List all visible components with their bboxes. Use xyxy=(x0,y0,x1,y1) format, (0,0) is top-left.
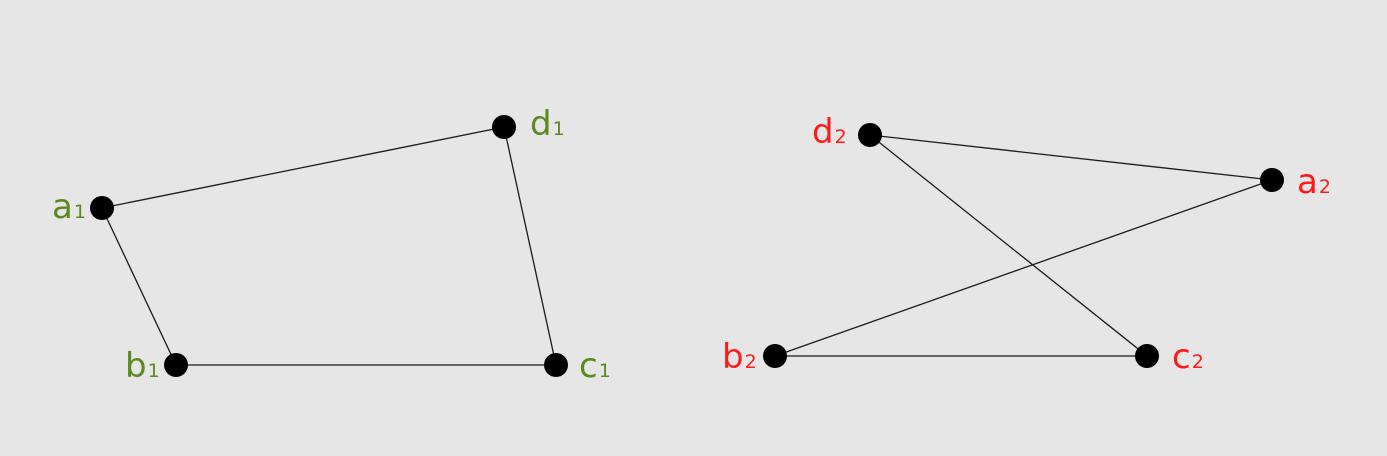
vertex-label-c1: c1 xyxy=(579,346,611,386)
vertex-letter-c1: c xyxy=(579,346,598,386)
vertex-a1 xyxy=(90,196,114,220)
vertex-label-c2: c2 xyxy=(1172,337,1204,377)
vertex-label-b2: b2 xyxy=(722,337,757,377)
vertex-letter-d1: d xyxy=(530,104,552,144)
vertex-letter-a2: a xyxy=(1297,162,1318,202)
vertex-subscript-c1: 1 xyxy=(599,360,611,382)
vertex-label-d2: d2 xyxy=(812,112,847,152)
vertex-label-d1: d1 xyxy=(530,104,565,144)
edges-layer xyxy=(101,126,1273,366)
vertex-label-b1: b1 xyxy=(125,346,160,386)
vertex-b2 xyxy=(763,344,787,368)
vertex-subscript-a2: 2 xyxy=(1319,176,1331,198)
edge-d1-a1 xyxy=(101,126,505,209)
vertex-label-a2: a2 xyxy=(1297,162,1331,202)
edge-c1-d1 xyxy=(503,126,557,366)
edge-a2-b2 xyxy=(774,179,1273,357)
vertex-label-a1: a1 xyxy=(52,187,86,227)
edge-d2-a2 xyxy=(869,134,1273,181)
vertex-a2 xyxy=(1260,168,1284,192)
vertex-letter-a1: a xyxy=(52,187,73,227)
vertex-b1 xyxy=(164,353,188,377)
vertex-letter-b2: b xyxy=(722,337,744,377)
vertex-c2 xyxy=(1135,344,1159,368)
vertex-c1 xyxy=(544,353,568,377)
vertices-layer xyxy=(90,115,1284,377)
vertex-subscript-b1: 1 xyxy=(148,360,160,382)
vertex-subscript-c2: 2 xyxy=(1192,351,1204,373)
vertex-subscript-d2: 2 xyxy=(835,126,847,148)
vertex-d2 xyxy=(858,123,882,147)
edge-a1-b1 xyxy=(101,207,177,366)
vertex-letter-c2: c xyxy=(1172,337,1191,377)
vertex-d1 xyxy=(492,115,516,139)
vertex-subscript-b2: 2 xyxy=(745,351,757,373)
vertex-letter-d2: d xyxy=(812,112,834,152)
vertex-letter-b1: b xyxy=(125,346,147,386)
edge-d2-c2 xyxy=(869,134,1148,357)
vertex-subscript-d1: 1 xyxy=(553,118,565,140)
vertex-subscript-a1: 1 xyxy=(74,201,86,223)
